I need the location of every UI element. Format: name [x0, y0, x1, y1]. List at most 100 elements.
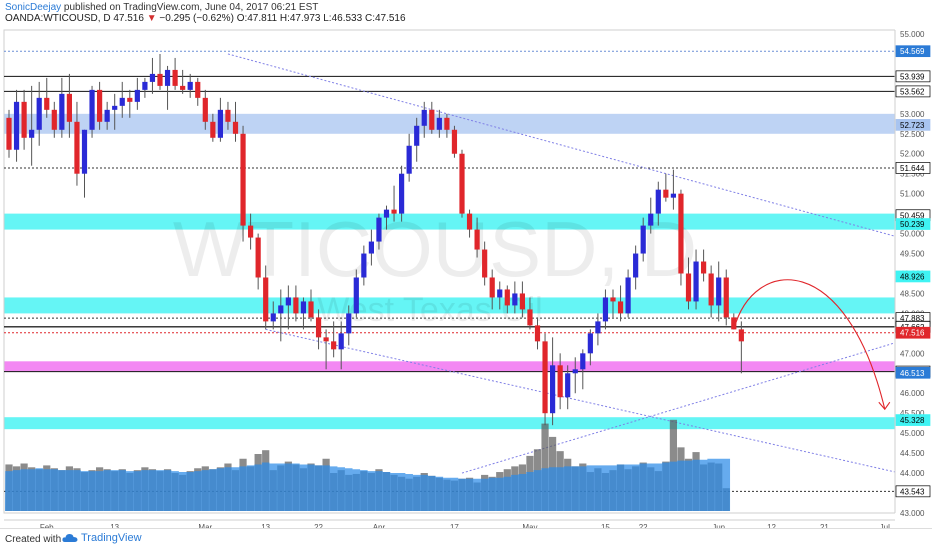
candle[interactable]: [399, 165, 405, 222]
candle[interactable]: [655, 181, 661, 226]
candle[interactable]: [580, 349, 586, 390]
candle[interactable]: [723, 269, 729, 326]
candle[interactable]: [466, 209, 473, 238]
candle[interactable]: [119, 81, 125, 118]
candle[interactable]: [180, 69, 186, 94]
candle[interactable]: [308, 289, 314, 322]
candle[interactable]: [572, 357, 578, 394]
candle[interactable]: [134, 77, 140, 110]
candle[interactable]: [670, 169, 676, 210]
candle[interactable]: [436, 109, 442, 138]
candle[interactable]: [157, 53, 163, 90]
candle[interactable]: [338, 321, 344, 370]
candle[interactable]: [44, 77, 50, 118]
candle[interactable]: [383, 205, 390, 230]
candle[interactable]: [368, 229, 374, 266]
candle[interactable]: [59, 77, 65, 138]
candle[interactable]: [565, 365, 571, 410]
candle[interactable]: [36, 81, 42, 146]
candle[interactable]: [210, 113, 216, 142]
candle[interactable]: [376, 213, 382, 250]
candle[interactable]: [187, 73, 193, 98]
candle[interactable]: [640, 217, 646, 262]
time-axis[interactable]: Feb 13 Mar 13 22 Apr 17 May 15 22 Jun 12 21 Jul: [4, 519, 895, 528]
candle[interactable]: [127, 89, 133, 118]
candle[interactable]: [406, 133, 412, 182]
candle[interactable]: [489, 269, 495, 310]
candle[interactable]: [248, 213, 254, 250]
candle[interactable]: [421, 101, 427, 138]
candle[interactable]: [217, 97, 223, 142]
candle[interactable]: [708, 265, 714, 318]
candle[interactable]: [716, 261, 722, 322]
zone-cyan[interactable]: [4, 417, 895, 430]
candle[interactable]: [678, 189, 684, 286]
candle[interactable]: [323, 329, 329, 370]
candle[interactable]: [693, 249, 699, 310]
candle[interactable]: [263, 265, 269, 330]
candle[interactable]: [21, 89, 27, 150]
zone-cyan[interactable]: [4, 213, 895, 230]
candle[interactable]: [202, 89, 208, 130]
trendline[interactable]: [227, 53, 901, 239]
candle[interactable]: [270, 301, 276, 330]
candle[interactable]: [429, 101, 435, 134]
candle[interactable]: [240, 125, 246, 242]
price-axis[interactable]: 55.00054.50054.00053.50053.00052.50052.0…: [894, 26, 932, 528]
candle[interactable]: [142, 77, 148, 98]
candle[interactable]: [731, 313, 737, 330]
candle[interactable]: [550, 337, 556, 426]
candle[interactable]: [497, 281, 503, 310]
candle[interactable]: [625, 269, 631, 318]
candle[interactable]: [51, 101, 57, 138]
candle[interactable]: [149, 57, 156, 94]
candle[interactable]: [225, 101, 231, 130]
candle[interactable]: [595, 313, 601, 346]
candle[interactable]: [89, 85, 95, 138]
candle[interactable]: [66, 73, 72, 138]
candle[interactable]: [6, 109, 12, 158]
candle[interactable]: [74, 101, 80, 186]
candle[interactable]: [557, 353, 563, 410]
candle[interactable]: [300, 297, 307, 330]
candle[interactable]: [172, 57, 178, 90]
candle[interactable]: [81, 129, 88, 198]
candle[interactable]: [444, 113, 450, 138]
price-chart[interactable]: WTICOUSD, D West Texas Oil 55.00054.5005…: [0, 26, 932, 528]
candle[interactable]: [232, 101, 239, 142]
candle[interactable]: [534, 317, 541, 350]
candle[interactable]: [391, 185, 397, 222]
candle[interactable]: [278, 289, 284, 342]
candle[interactable]: [512, 281, 518, 314]
candle[interactable]: [587, 329, 593, 366]
tradingview-logo[interactable]: TradingView: [62, 532, 142, 544]
candle[interactable]: [504, 285, 510, 314]
candle[interactable]: [610, 289, 616, 318]
candle[interactable]: [195, 77, 201, 106]
candle[interactable]: [293, 285, 299, 322]
candle[interactable]: [13, 89, 20, 162]
projection-arc[interactable]: [733, 279, 886, 410]
candle[interactable]: [663, 173, 669, 202]
candle[interactable]: [353, 269, 359, 318]
candle[interactable]: [519, 281, 525, 318]
trendline[interactable]: [265, 328, 901, 474]
candle[interactable]: [112, 93, 118, 130]
candle[interactable]: [255, 233, 261, 290]
candle[interactable]: [633, 245, 639, 290]
candle[interactable]: [331, 321, 337, 358]
candle[interactable]: [97, 81, 103, 130]
candle[interactable]: [346, 305, 352, 346]
candle[interactable]: [315, 309, 322, 350]
candle[interactable]: [474, 217, 480, 258]
zone-cyan[interactable]: [4, 297, 895, 314]
candle[interactable]: [361, 245, 367, 286]
candle[interactable]: [701, 249, 707, 282]
candle[interactable]: [459, 149, 465, 218]
candle[interactable]: [602, 289, 609, 330]
candle[interactable]: [104, 101, 110, 130]
candle[interactable]: [542, 333, 548, 426]
candle[interactable]: [482, 241, 488, 286]
candle[interactable]: [451, 125, 458, 158]
candle[interactable]: [648, 197, 654, 234]
